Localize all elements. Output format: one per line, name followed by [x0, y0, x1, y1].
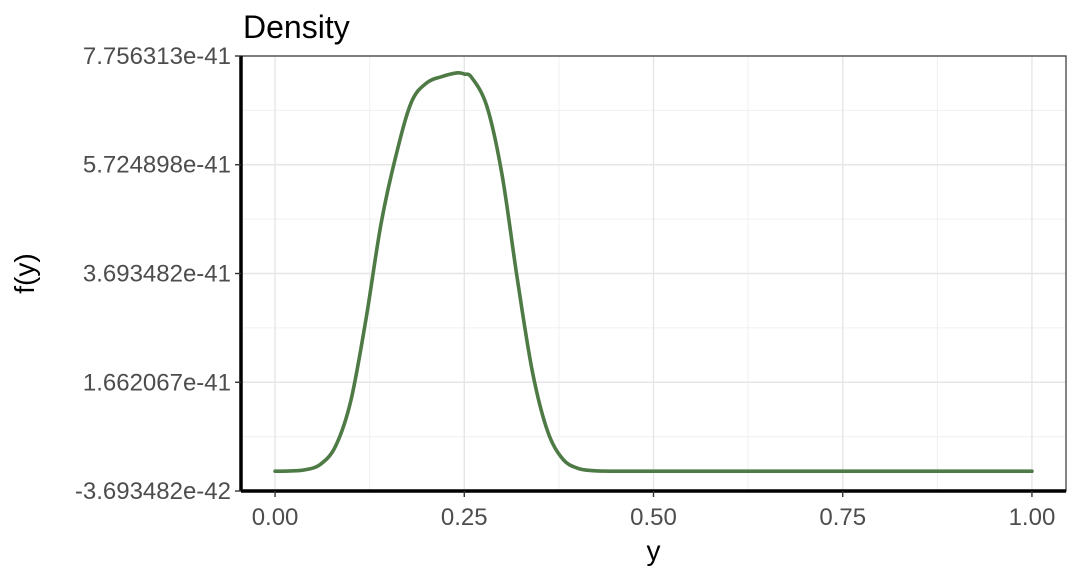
y-tick-label: 5.724898e-41 — [83, 152, 231, 179]
x-tick-label: 0.25 — [441, 504, 488, 531]
density-line — [273, 70, 1034, 474]
x-tick-label: 0.75 — [819, 504, 866, 531]
x-ticks: 0.00 0.25 0.50 0.75 1.00 — [252, 491, 1056, 531]
x-axis-title: y — [647, 535, 661, 566]
x-tick-label: 0.00 — [252, 504, 299, 531]
y-axis-title: f(y) — [9, 253, 40, 293]
y-ticks: -3.693482e-42 1.662067e-41 3.693482e-41 5.7… — [75, 43, 241, 505]
chart-title: Density — [243, 9, 350, 45]
y-tick-label: 7.756313e-41 — [83, 43, 231, 70]
y-tick-label: 3.693482e-41 — [83, 261, 231, 288]
grid-major — [241, 55, 1066, 492]
y-tick-label: 1.662067e-41 — [83, 369, 231, 396]
x-tick-label: 1.00 — [1009, 504, 1056, 531]
series-group — [273, 70, 1034, 474]
x-tick-label: 0.50 — [630, 504, 677, 531]
y-tick-label: -3.693482e-42 — [75, 478, 231, 505]
